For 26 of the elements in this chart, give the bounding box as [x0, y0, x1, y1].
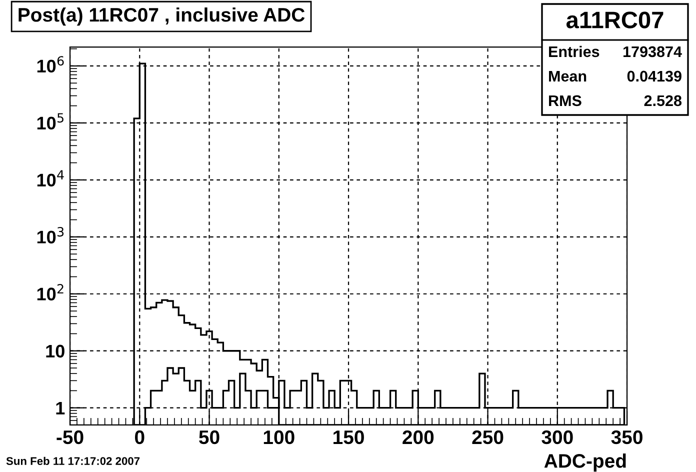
y-tick-label: 10$^{4}$	[37, 170, 64, 187]
text: a11RC07	[566, 12, 664, 28]
y-tick-label: 10	[46, 344, 64, 358]
y-tick-label: 10$^{3}$	[37, 227, 64, 244]
x-tick-label: 100	[264, 430, 294, 444]
x-tick-label: 50	[199, 430, 220, 444]
annotation: Entries	[549, 46, 600, 58]
annotation: Mean	[549, 70, 586, 82]
x-tick-label: 200	[402, 430, 434, 444]
y-tick-label: 1	[56, 402, 65, 414]
x-axis-title: ADC-ped	[544, 454, 626, 472]
y-tick-label: 10$^{6}$	[37, 56, 64, 73]
x-tick-label: 250	[472, 430, 504, 444]
text: 2.528	[644, 95, 682, 106]
chart-title: Post(a) 11RC07 , inclusive ADC	[18, 7, 305, 26]
y-tick-label: 10$^{5}$	[37, 113, 64, 130]
x-tick-label: 350	[611, 430, 642, 444]
annotation: RMS	[549, 95, 582, 106]
x-tick-label: -50	[56, 430, 84, 444]
annotation: 1793874	[623, 46, 682, 58]
x-tick-label: 300	[542, 430, 573, 444]
text: 0.04139	[627, 70, 682, 82]
text: Sun Feb 11 17:17:02 2007	[6, 456, 140, 465]
x-tick-label: 150	[334, 430, 364, 444]
y-tick-label: 10$^{2}$	[37, 284, 64, 300]
x-tick-label: 0	[135, 430, 144, 444]
